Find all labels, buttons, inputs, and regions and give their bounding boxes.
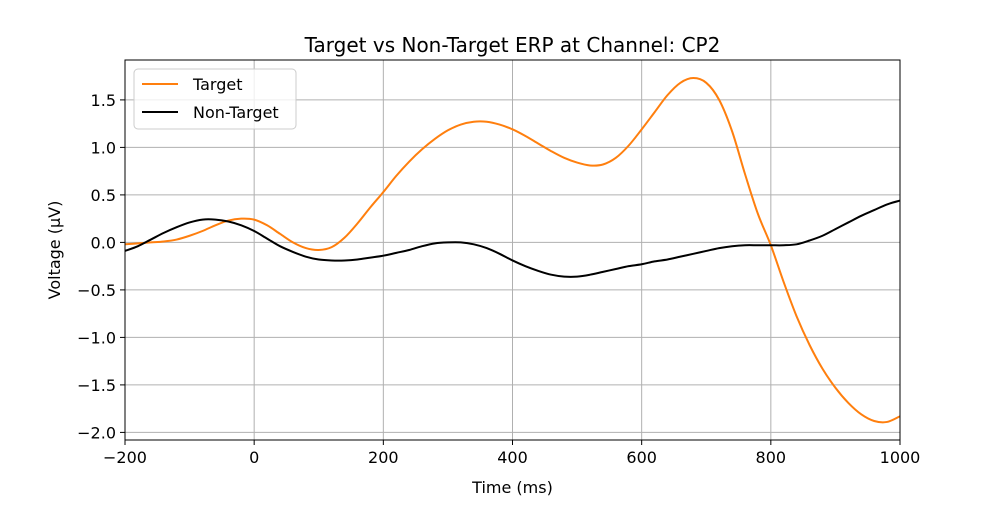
chart-title: Target vs Non-Target ERP at Channel: CP2 [304, 33, 721, 57]
grid-lines [124, 60, 901, 440]
x-tick-label: −200 [103, 448, 147, 467]
y-tick-label: −1.0 [77, 328, 116, 347]
x-tick-label: 200 [368, 448, 399, 467]
y-tick-label: −2.0 [77, 423, 116, 442]
axis-ticks: −200 0 200 400 600 800 1000 −2.0 −1.5 −1.0 −0.5 0.0… [77, 91, 920, 467]
x-tick-label: 1000 [880, 448, 921, 467]
y-tick-label: 0.5 [91, 186, 116, 205]
y-tick-label: −0.5 [77, 281, 116, 300]
x-tick-label: 600 [626, 448, 657, 467]
series-line-non-target [124, 199, 901, 278]
y-axis-title: Voltage (μV) [45, 201, 64, 300]
x-tick-label: 400 [497, 448, 528, 467]
x-tick-label: 800 [756, 448, 787, 467]
x-tick-label: 0 [249, 448, 259, 467]
legend-label-non-target: Non-Target [193, 103, 279, 122]
legend-label-target: Target [192, 75, 243, 94]
x-axis-title: Time (ms) [471, 478, 553, 497]
legend: Target Non-Target [133, 68, 297, 130]
y-tick-label: 0.0 [91, 233, 116, 252]
y-tick-label: 1.5 [91, 91, 116, 110]
series-lines [124, 77, 901, 424]
y-tick-label: −1.5 [77, 376, 116, 395]
y-tick-label: 1.0 [91, 138, 116, 157]
